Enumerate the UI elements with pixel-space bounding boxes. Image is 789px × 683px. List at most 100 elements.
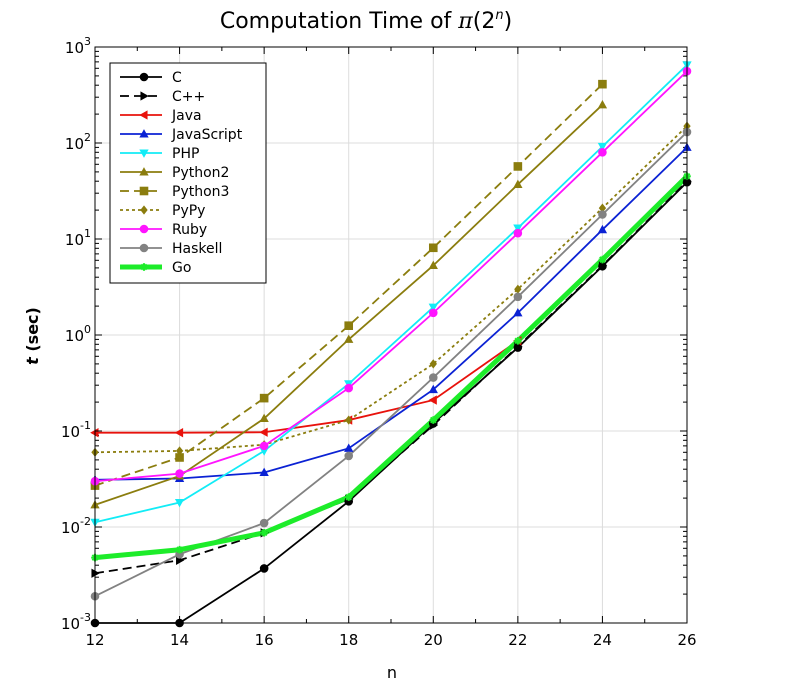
x-tick-label: 22 [508,631,527,649]
data-point-python3 [428,243,438,253]
legend-label-go: Go [172,260,191,276]
legend-item-python2: Python2 [120,165,229,181]
data-point-haskell [428,373,438,382]
legend-label-python3: Python3 [172,184,229,200]
legend-label-java: Java [171,108,202,124]
legend-item-python3: Python3 [120,184,229,200]
data-point-haskell [344,451,354,461]
data-point-java [174,428,184,438]
data-point-python2 [344,334,354,343]
legend-item-c: C++ [120,89,205,105]
data-point-python2 [428,260,438,270]
data-point-javascript [597,224,608,234]
legend-marker-c [140,91,149,101]
data-point-javascript [259,467,269,476]
legend-marker-python2 [139,167,149,176]
data-point-pypy [429,359,437,369]
data-point-ruby [259,441,269,451]
data-point-go [175,545,184,554]
legend-label-ruby: Ruby [172,222,207,238]
x-tick-label: 12 [85,631,104,649]
legend-item-javascript: JavaScript [120,127,243,143]
data-point-python3 [598,79,607,89]
data-point-python2 [597,99,608,109]
x-tick-label: 26 [677,631,696,649]
y-tick-label: 101 [65,227,91,249]
legend-label-c: C++ [172,89,205,105]
title-pi: π [457,9,473,34]
data-point-haskell [259,518,269,528]
series-points-python2 [90,99,608,509]
data-point-haskell [513,292,523,302]
data-point-python3 [513,162,523,171]
series-points-javascript [90,142,692,484]
legend-marker-haskell [139,243,149,253]
legend-label-python2: Python2 [172,165,229,181]
data-point-java [259,427,268,437]
legend: C C++ Java JavaScript PHP Python2 Python3 PyPy R… [109,62,267,284]
data-point-haskell [598,210,607,219]
legend-item-java: Java [120,108,202,124]
series-line-c [94,180,688,575]
title-arg-close: ) [504,9,513,34]
y-axis-label: t (sec) [23,307,42,365]
data-point-go [429,416,438,424]
data-point-java [428,395,437,405]
data-point-python3 [344,321,354,330]
y-tick-label: 100 [65,323,91,345]
data-point-ruby [513,228,523,238]
data-point-c [259,564,269,573]
data-point-javascript [428,384,438,394]
data-point-go [260,529,268,537]
legend-marker-ruby [139,224,149,234]
y-axis-ticks: 10-3 10-2 10-1 100 101 102 103 [61,35,687,633]
series-line-pypy [94,125,688,454]
legend-marker-go [140,263,148,271]
series-line-javascript [94,146,688,481]
legend-label-php: PHP [172,146,199,162]
legend-item-pypy: PyPy [120,203,205,219]
y-axis-label-unit: (sec) [23,307,42,351]
chart-title: Computation Time of π(2n) [220,8,512,34]
data-point-ruby [428,308,438,318]
data-point-go [598,255,607,264]
legend-label-javascript: JavaScript [171,127,243,143]
y-tick-label: 10-2 [61,515,91,537]
series-points-java [90,336,522,438]
title-arg-open: (2 [473,9,496,34]
legend-marker-pypy [140,205,148,215]
series-line-ruby [94,70,688,483]
legend-item-c: C [120,70,182,86]
x-tick-label: 24 [593,631,612,649]
x-tick-label: 14 [170,631,189,649]
data-point-php [597,142,608,152]
y-tick-label: 10-1 [61,419,91,441]
title-main: Computation Time of [220,9,458,34]
data-point-python2 [513,179,523,188]
legend-item-haskell: Haskell [120,241,222,257]
x-tick-label: 18 [339,631,358,649]
data-point-javascript [344,443,354,452]
legend-item-php: PHP [120,146,199,162]
data-point-python3 [259,393,269,403]
data-point-go [514,337,522,345]
data-point-ruby [598,148,607,157]
legend-marker-javascript [139,129,149,138]
legend-marker-java [139,110,148,120]
y-tick-label: 103 [65,35,91,57]
legend-label-pypy: PyPy [172,203,205,219]
legend-marker-php [139,149,149,158]
legend-label-c: C [172,70,182,86]
data-point-ruby [344,383,354,393]
data-point-javascript [513,308,523,317]
legend-marker-c [139,72,149,82]
x-tick-label: 16 [255,631,274,649]
title-arg-exp: n [495,8,503,23]
x-axis-label: n [387,663,397,682]
data-point-go [344,493,353,501]
data-point-php [513,224,523,233]
series-points-haskell [90,127,692,601]
legend-item-ruby: Ruby [120,222,207,238]
minor-ticks [95,47,687,623]
